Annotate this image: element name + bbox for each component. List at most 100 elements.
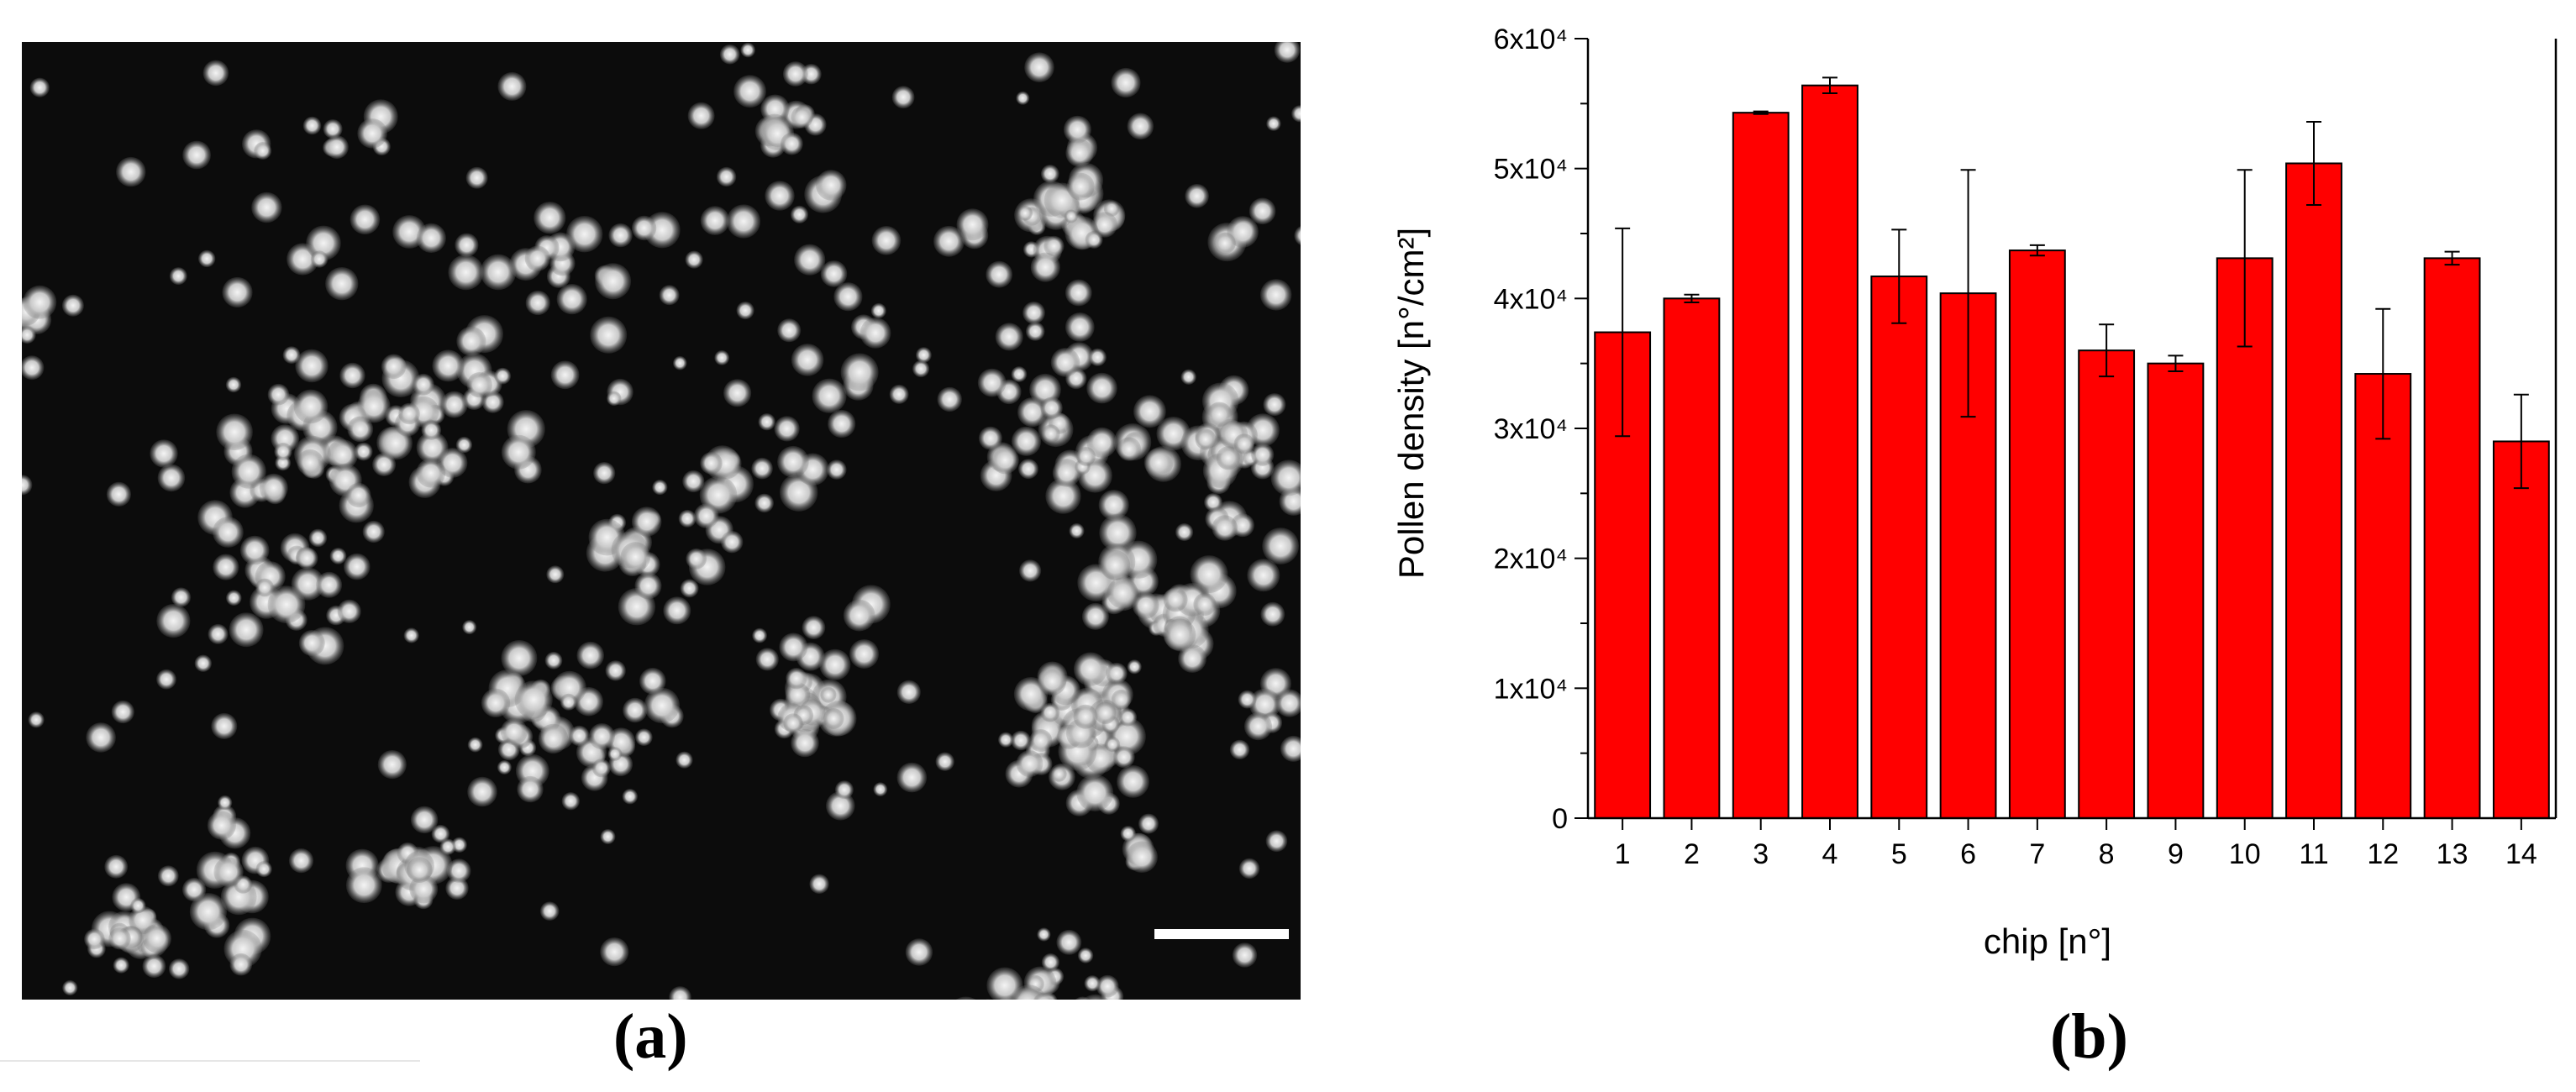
pollen-grain xyxy=(765,181,795,211)
pollen-grain xyxy=(758,413,775,431)
bar-chip-4 xyxy=(1801,84,1858,820)
pollen-grain xyxy=(726,204,761,239)
pollen-grain xyxy=(1076,446,1096,466)
pollen-grain xyxy=(1099,514,1137,552)
pollen-grain xyxy=(828,409,856,438)
bar-chip-2 xyxy=(1663,297,1721,820)
pollen-grain xyxy=(607,391,622,407)
pollen-grain xyxy=(514,680,553,719)
pollen-grain xyxy=(108,927,131,950)
pollen-grain xyxy=(1214,232,1236,255)
pollen-grain xyxy=(29,77,50,97)
pollen-grain xyxy=(843,599,875,632)
pollen-grain xyxy=(595,263,632,300)
pollen-grain xyxy=(1023,302,1045,324)
pollen-grain xyxy=(1112,746,1135,769)
pollen-grain xyxy=(1120,826,1136,842)
pollen-grain xyxy=(1185,184,1209,208)
pollen-grain xyxy=(1052,459,1081,487)
pollen-grain xyxy=(501,640,538,676)
pollen-grain xyxy=(1262,528,1299,564)
pollen-grain xyxy=(714,350,730,365)
x-tick-label: 13 xyxy=(2437,838,2468,870)
pollen-grain xyxy=(1280,735,1301,762)
pollen-grain xyxy=(956,208,989,241)
pollen-grain xyxy=(561,792,580,811)
pollen-grain xyxy=(104,854,129,879)
pollen-grain xyxy=(445,876,469,900)
pollen-grain xyxy=(216,413,253,451)
pollen-grain xyxy=(329,548,347,564)
pollen-grain xyxy=(403,627,419,643)
pollen-grain xyxy=(608,223,633,248)
pollen-grain xyxy=(524,245,550,271)
y-tick-label: 1x10⁴ xyxy=(1494,673,1568,705)
pollen-grain xyxy=(202,60,229,87)
pollen-grain xyxy=(298,630,325,656)
pollen-grain xyxy=(786,668,807,690)
pollen-grain xyxy=(912,360,930,378)
pollen-grain xyxy=(302,116,322,135)
pollen-grain xyxy=(935,752,954,771)
pollen-grain xyxy=(1164,618,1196,651)
pollen-grain xyxy=(785,682,811,707)
pollen-grain xyxy=(673,355,687,370)
pollen-grain xyxy=(1294,226,1301,245)
pollen-grain xyxy=(1265,830,1288,853)
pollen-grain xyxy=(1118,708,1138,727)
pollen-grain xyxy=(1111,689,1132,710)
pollen-grain xyxy=(350,204,381,235)
pollen-grain xyxy=(849,639,879,669)
panel-label-a: (a) xyxy=(613,1001,688,1072)
pollen-grain xyxy=(605,660,626,681)
pollen-grain xyxy=(534,202,566,234)
pollen-grain xyxy=(833,282,863,312)
pollen-grain xyxy=(354,442,373,461)
pollen-grain xyxy=(413,373,434,396)
y-tick-label: 4x10⁴ xyxy=(1494,283,1568,315)
pollen-grain xyxy=(1094,701,1117,724)
pollen-grain xyxy=(977,368,1007,397)
pollen-grain xyxy=(1100,549,1131,580)
pollen-grain xyxy=(791,344,824,376)
pollen-grain xyxy=(1066,172,1095,201)
pollen-grain xyxy=(635,728,653,746)
pollen-grain xyxy=(819,648,851,680)
pollen-grain xyxy=(213,517,244,548)
pollen-grain xyxy=(157,464,186,492)
pollen-grain xyxy=(1190,555,1228,594)
pollen-grain xyxy=(1260,601,1285,627)
x-tick-label: 8 xyxy=(2099,838,2115,870)
pollen-grain xyxy=(566,216,603,253)
pollen-grain xyxy=(687,102,715,129)
pollen-grain xyxy=(61,294,84,317)
pollen-grain xyxy=(1204,493,1222,512)
pollen-grain xyxy=(700,452,723,475)
pollen-grain xyxy=(448,255,484,291)
pollen-grain xyxy=(723,379,752,407)
pollen-grain xyxy=(324,135,349,160)
pollen-grain xyxy=(116,156,146,187)
pollen-grain xyxy=(1260,279,1292,311)
pollen-grain xyxy=(381,354,407,380)
pollen-grain xyxy=(1063,115,1091,144)
pollen-grain xyxy=(86,722,116,753)
pollen-grain xyxy=(544,651,563,669)
pollen-grain xyxy=(1064,209,1078,223)
pollen-grain xyxy=(933,225,965,257)
pollen-grain xyxy=(809,874,829,894)
pollen-grain xyxy=(937,386,962,412)
pollen-grain xyxy=(1212,515,1238,541)
pollen-grain xyxy=(1251,443,1275,466)
pollen-grain xyxy=(481,688,511,717)
pollen-grain xyxy=(156,669,176,690)
pollen-grain xyxy=(1270,459,1301,496)
pollen-grain xyxy=(156,604,191,638)
pollen-grain xyxy=(497,71,527,101)
pollen-grain xyxy=(1175,522,1194,542)
pollen-grain xyxy=(1082,994,1108,1000)
pollen-grain xyxy=(790,205,809,223)
pollen-grain xyxy=(150,439,178,468)
pollen-grain xyxy=(1025,322,1045,341)
pollen-grain xyxy=(525,290,550,316)
